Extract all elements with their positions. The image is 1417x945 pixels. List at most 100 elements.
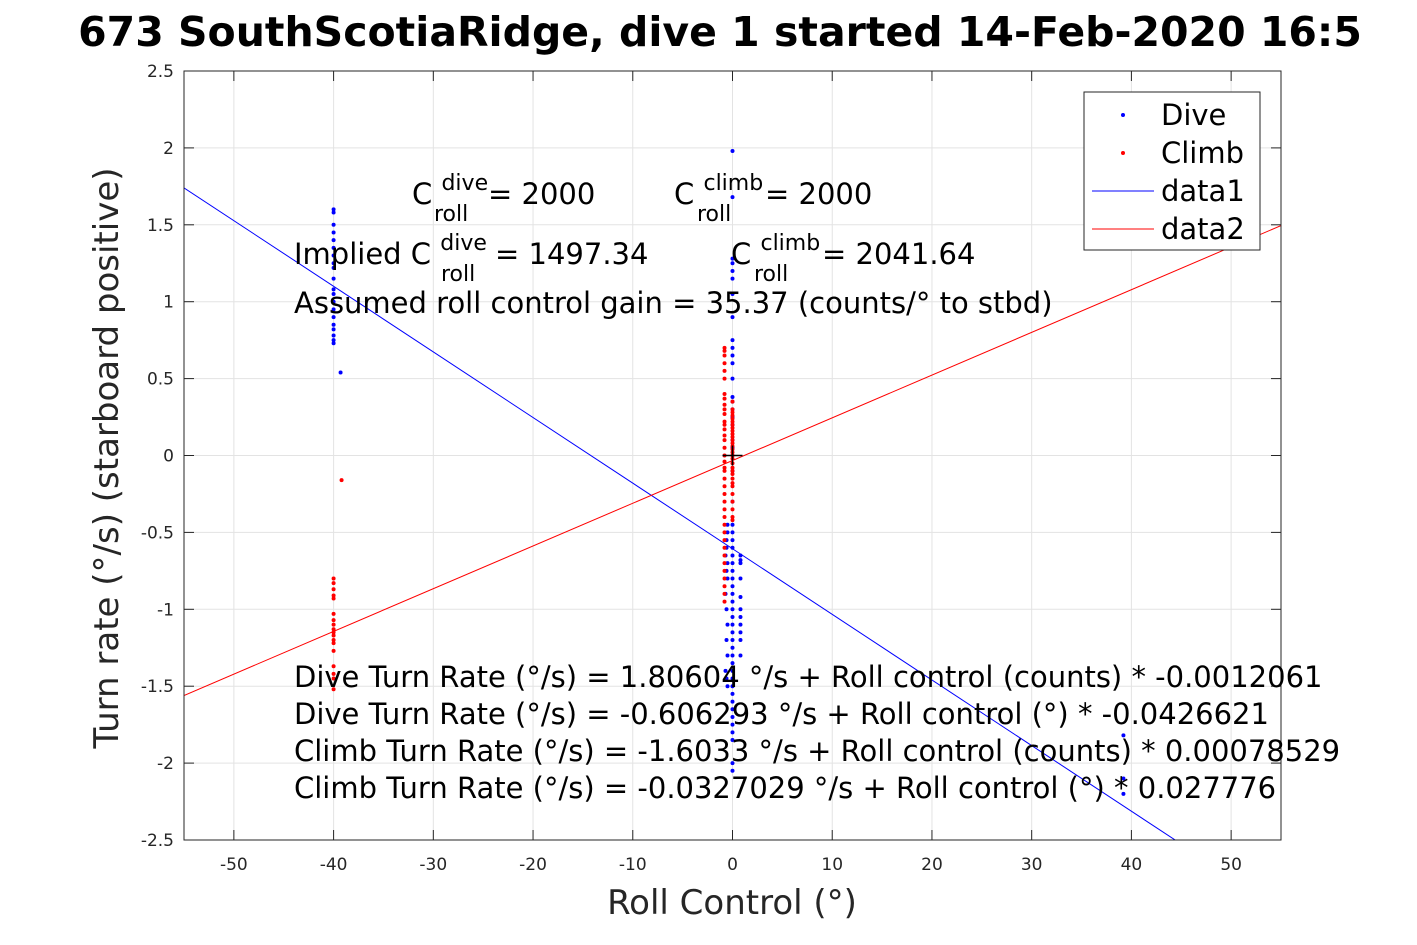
implied-climb-annotation: C climb roll = 2041.64 <box>731 223 975 288</box>
data-point-climb <box>331 687 336 692</box>
data-point-dive <box>331 222 336 227</box>
data-point-dive <box>738 653 743 658</box>
data-point-climb <box>730 476 735 481</box>
dive-equation-degrees: Dive Turn Rate (°/s) = -0.606293 °/s + R… <box>294 697 1269 731</box>
data-point-dive <box>730 584 735 589</box>
implied-climb-sub: roll <box>754 262 788 287</box>
data-point-dive <box>730 676 735 681</box>
data-point-dive <box>738 607 743 612</box>
data-point-climb <box>331 630 336 635</box>
data-point-dive <box>730 353 735 358</box>
data-point-dive <box>730 668 735 673</box>
data-point-dive <box>724 638 729 643</box>
legend-label-dive: Dive <box>1161 98 1226 132</box>
data-point-dive <box>331 245 336 250</box>
data-point-dive <box>724 607 729 612</box>
chart-title: 673 SouthScotiaRidge, dive 1 started 14-… <box>78 8 1362 56</box>
data-point-dive <box>730 645 735 650</box>
data-point-climb <box>730 491 735 496</box>
legend-marker-climb <box>1121 151 1125 155</box>
data-point-climb <box>730 410 735 415</box>
data-point-dive <box>730 530 735 535</box>
data-point-climb <box>331 611 336 616</box>
data-point-climb <box>722 348 727 353</box>
implied-dive-value: = 1497.34 <box>495 237 648 271</box>
data-point-dive <box>730 522 735 527</box>
data-point-dive <box>331 276 336 281</box>
data-point-climb <box>331 648 336 653</box>
data-point-dive <box>730 661 735 666</box>
data-point-dive <box>331 210 336 215</box>
data-point-climb <box>722 465 727 470</box>
data-point-climb <box>331 581 336 586</box>
data-point-dive <box>730 376 735 381</box>
data-point-climb <box>730 431 735 436</box>
data-point-dive <box>331 338 336 343</box>
y-tick-label: -2 <box>157 754 174 774</box>
data-point-climb <box>730 425 735 430</box>
implied-dive-sub: roll <box>441 262 475 287</box>
data-point-climb <box>722 368 727 373</box>
data-point-climb <box>331 641 336 646</box>
implied-climb-base: C <box>731 237 751 271</box>
data-point-dive <box>1121 776 1126 781</box>
data-point-climb <box>722 445 727 450</box>
c-dive-base: C <box>412 177 432 211</box>
data-point-climb <box>722 515 727 520</box>
data-point-dive <box>331 333 336 338</box>
y-tick-label: -2.5 <box>141 831 174 851</box>
data-point-dive <box>730 614 735 619</box>
c-climb-sub: roll <box>697 202 731 227</box>
implied-climb-sup: climb <box>760 231 820 256</box>
data-point-dive <box>1121 733 1126 738</box>
dive-equation-counts: Dive Turn Rate (°/s) = 1.80604 °/s + Rol… <box>294 660 1322 694</box>
data-point-dive <box>730 622 735 627</box>
x-tick-label: 40 <box>1121 855 1143 875</box>
data-point-dive <box>331 253 336 258</box>
x-tick-label: 0 <box>727 855 738 875</box>
implied-dive-prefix: Implied C <box>294 237 431 271</box>
data-point-dive <box>331 207 336 212</box>
data-point-climb <box>331 676 336 681</box>
data-point-dive <box>730 538 735 543</box>
data-point-dive <box>725 576 730 581</box>
x-tick-label: -30 <box>419 855 447 875</box>
data-point-dive <box>331 265 336 270</box>
x-tick-label: 10 <box>821 855 843 875</box>
data-point-dive <box>730 707 735 712</box>
data-point-dive <box>331 315 336 320</box>
data-point-climb <box>331 671 336 676</box>
data-point-dive <box>331 287 336 292</box>
data-point-dive <box>730 268 735 273</box>
data-point-climb <box>722 591 727 596</box>
data-point-climb <box>722 545 727 550</box>
data-point-climb <box>722 407 727 412</box>
climb-equation-counts: Climb Turn Rate (°/s) = -1.6033 °/s + Ro… <box>294 734 1340 768</box>
y-axis-label: Turn rate (°/s) (starboard positive) <box>87 167 127 749</box>
data-point-dive <box>725 684 730 689</box>
data-point-dive <box>338 370 343 375</box>
data-point-dive <box>738 622 743 627</box>
data-point-dive <box>730 768 735 773</box>
data-point-dive <box>730 591 735 596</box>
x-tick-label: 30 <box>1021 855 1043 875</box>
data-point-climb <box>730 438 735 443</box>
y-tick-label: -0.5 <box>141 523 174 543</box>
legend: Dive Climb data1 data2 <box>1083 91 1261 251</box>
data-point-dive <box>738 553 743 558</box>
data-point-dive <box>730 195 735 200</box>
c-climb-sup: climb <box>703 171 763 196</box>
implied-dive-annotation: Implied C dive roll = 1497.34 <box>294 223 648 288</box>
legend-marker-dive <box>1121 113 1125 117</box>
implied-climb-value: = 2041.64 <box>822 237 975 271</box>
x-tick-label: -50 <box>220 855 248 875</box>
data-point-dive <box>331 261 336 266</box>
data-point-dive <box>730 553 735 558</box>
data-point-dive <box>730 684 735 689</box>
data-point-dive <box>730 638 735 643</box>
data-point-climb <box>730 441 735 446</box>
data-point-dive <box>730 361 735 366</box>
c-dive-value: = 2000 <box>488 177 595 211</box>
data-point-dive <box>730 738 735 743</box>
legend-label-climb: Climb <box>1161 136 1244 170</box>
